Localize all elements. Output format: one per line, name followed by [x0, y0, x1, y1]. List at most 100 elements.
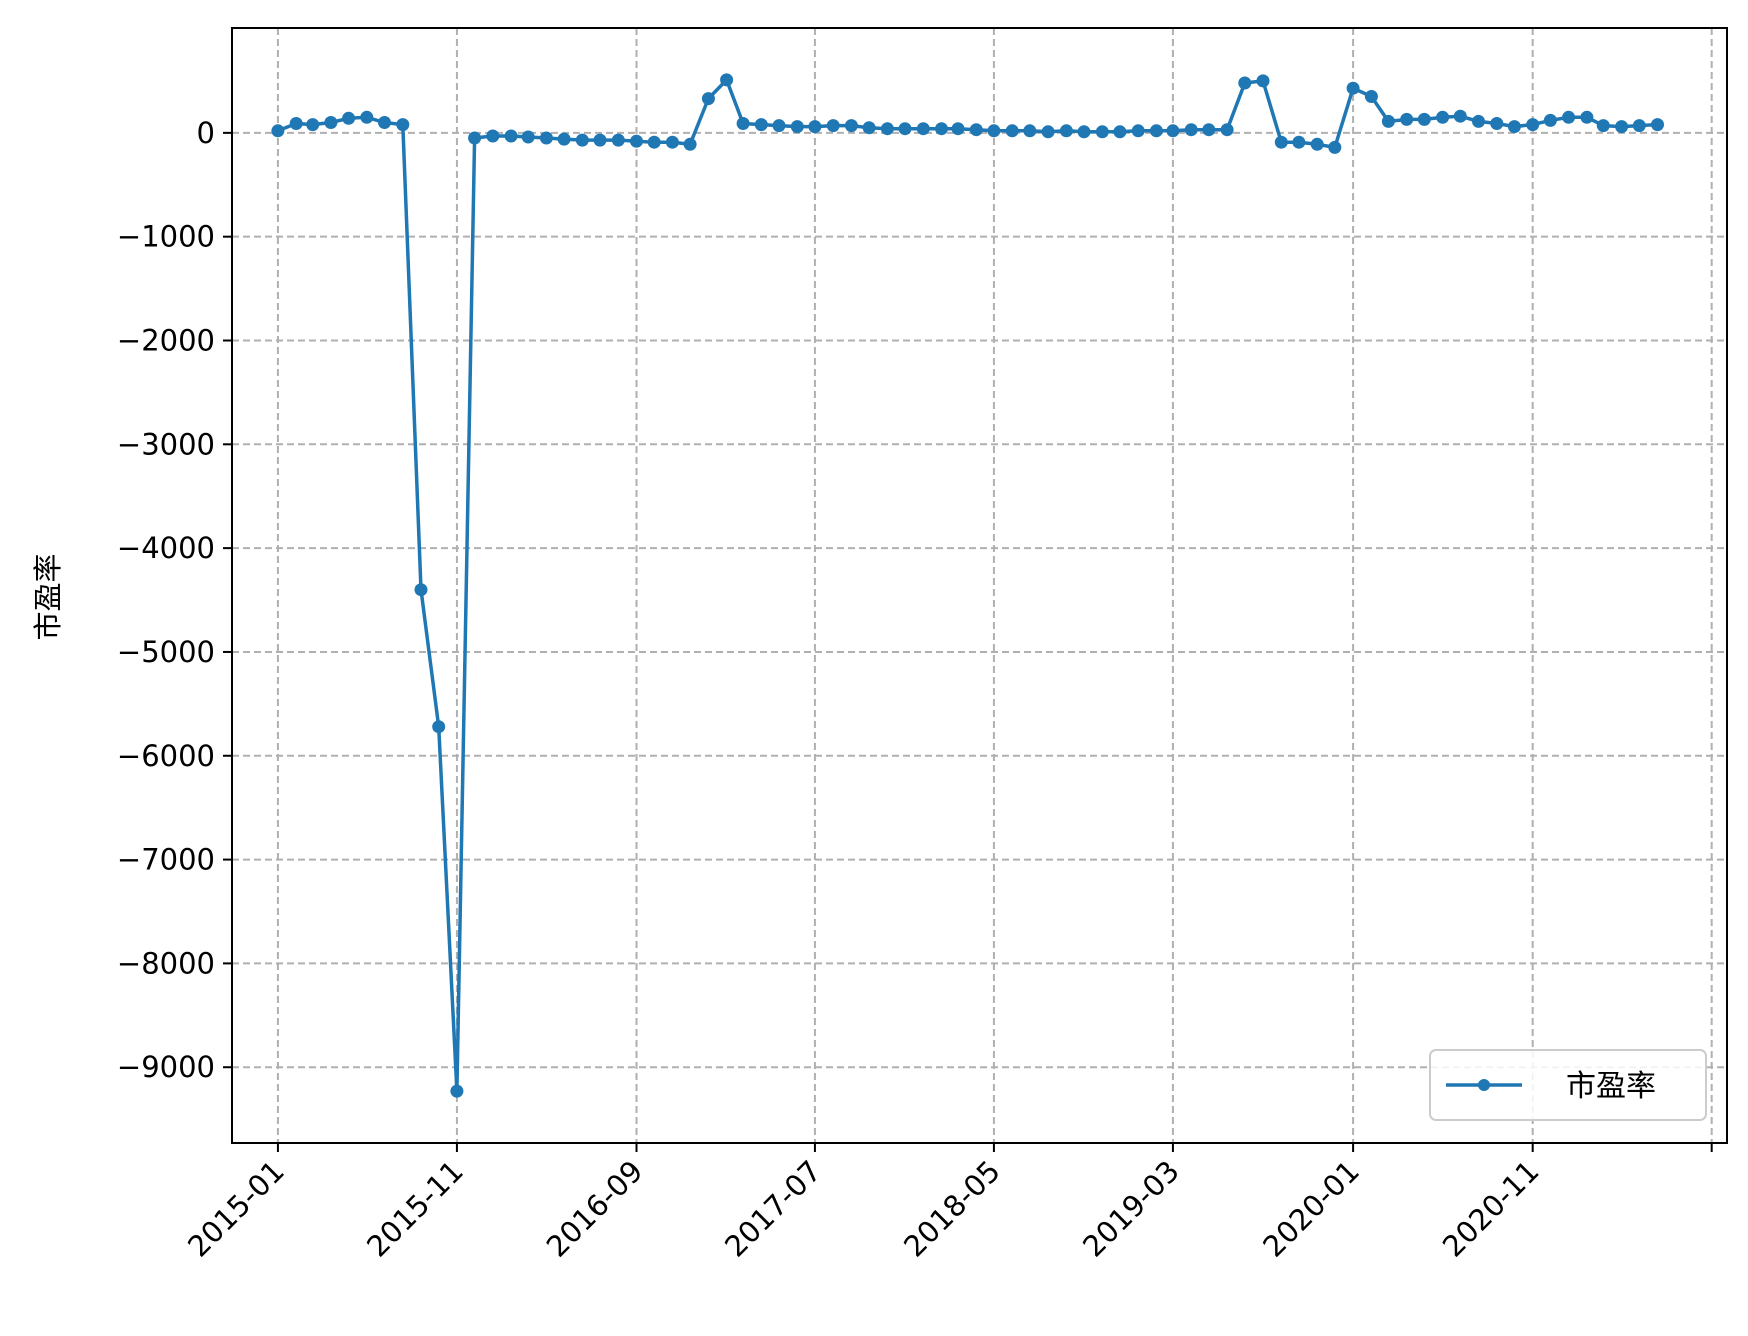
x-tick-label: 2016-09 — [540, 1154, 650, 1264]
x-tick-label: 2017-07 — [718, 1154, 828, 1264]
x-tick-label: 2020-01 — [1256, 1154, 1366, 1264]
x-tick-label: 2018-05 — [897, 1154, 1007, 1264]
data-point — [1417, 112, 1431, 126]
data-point — [1059, 124, 1073, 138]
y-tick-label: −9000 — [117, 1050, 215, 1084]
data-point — [1632, 119, 1646, 133]
data-point — [1202, 123, 1216, 137]
data-point — [539, 131, 553, 145]
data-point — [665, 135, 679, 149]
data-point — [1220, 123, 1234, 137]
data-point — [647, 135, 661, 149]
data-point — [754, 118, 768, 132]
legend-marker-swatch — [1478, 1079, 1490, 1091]
data-point — [1328, 140, 1342, 154]
legend-label: 市盈率 — [1566, 1069, 1656, 1104]
data-point — [1274, 135, 1288, 149]
data-point — [720, 73, 734, 87]
x-axis: 2015-01 2015-11 2016-09 2017-07 2018-05 2019-… — [181, 1143, 1713, 1264]
grid-lines — [232, 28, 1727, 1143]
data-point — [1526, 118, 1540, 132]
legend: 市盈率 — [1429, 1049, 1707, 1121]
y-axis: 0 −1000 −2000 −3000 −4000 −5000 −6000 −7000 −800… — [117, 116, 232, 1084]
x-tick-label: 2015-01 — [181, 1154, 291, 1264]
data-point — [1364, 90, 1378, 103]
data-point — [414, 583, 428, 597]
data-point — [1400, 112, 1414, 126]
data-point — [1184, 123, 1198, 137]
data-point — [1023, 124, 1037, 138]
data-point — [557, 132, 571, 146]
data-point — [1615, 120, 1629, 134]
y-tick-label: 0 — [197, 116, 215, 150]
data-point — [396, 118, 410, 132]
data-point — [289, 117, 303, 130]
data-point — [521, 130, 535, 144]
data-point — [1507, 120, 1521, 134]
data-point — [736, 117, 750, 130]
data-point — [1472, 114, 1485, 128]
y-tick-label: −2000 — [117, 323, 215, 357]
y-tick-label: −5000 — [117, 635, 215, 669]
data-point — [1453, 109, 1467, 123]
data-point — [468, 131, 482, 145]
data-point — [808, 120, 822, 134]
series-line — [277, 78, 1658, 1093]
data-point — [1596, 119, 1610, 133]
data-point — [772, 119, 786, 133]
data-point — [1310, 137, 1324, 151]
data-point — [1580, 110, 1594, 124]
data-point — [898, 122, 912, 136]
legend-box — [1429, 1049, 1707, 1121]
y-tick-label: −3000 — [117, 427, 215, 461]
data-point — [504, 129, 518, 143]
data-point — [611, 133, 625, 147]
data-point — [1113, 125, 1127, 139]
data-point — [916, 122, 930, 136]
y-tick-label: −1000 — [117, 220, 215, 254]
data-point — [969, 123, 983, 137]
x-tick-label: 2015-11 — [360, 1154, 470, 1264]
y-axis-label: 市盈率 — [31, 553, 65, 640]
data-point — [324, 116, 338, 129]
data-point — [630, 134, 643, 148]
series-layer — [271, 73, 1664, 1098]
x-tick-label: 2020-11 — [1436, 1154, 1546, 1264]
data-point — [1292, 135, 1306, 149]
data-point — [1562, 110, 1576, 124]
data-point — [342, 111, 356, 125]
data-point — [935, 122, 948, 136]
data-point — [271, 124, 285, 138]
data-point — [1543, 113, 1557, 127]
y-tick-label: −6000 — [117, 739, 215, 773]
data-point — [1436, 110, 1450, 124]
data-point — [575, 133, 589, 147]
y-tick-label: −7000 — [117, 843, 215, 877]
data-point — [862, 121, 876, 135]
data-point — [844, 119, 858, 133]
data-point — [1131, 124, 1145, 138]
data-point — [1095, 125, 1109, 139]
data-point — [880, 122, 894, 136]
data-point — [1651, 118, 1664, 132]
data-point — [486, 129, 500, 143]
data-point — [1256, 74, 1270, 88]
data-point — [450, 1084, 464, 1098]
data-point — [1149, 124, 1163, 138]
data-point — [1041, 125, 1055, 139]
data-point — [951, 122, 965, 136]
data-point — [432, 720, 446, 734]
data-point — [1005, 124, 1019, 138]
data-point — [360, 110, 374, 124]
data-point — [306, 118, 320, 132]
data-point — [683, 137, 697, 151]
data-point — [1381, 114, 1395, 128]
data-point — [1490, 117, 1504, 130]
data-point — [378, 116, 391, 129]
data-point — [1238, 76, 1252, 90]
x-tick-label: 2019-03 — [1076, 1154, 1186, 1264]
data-point — [790, 120, 804, 134]
data-point — [1346, 81, 1360, 95]
